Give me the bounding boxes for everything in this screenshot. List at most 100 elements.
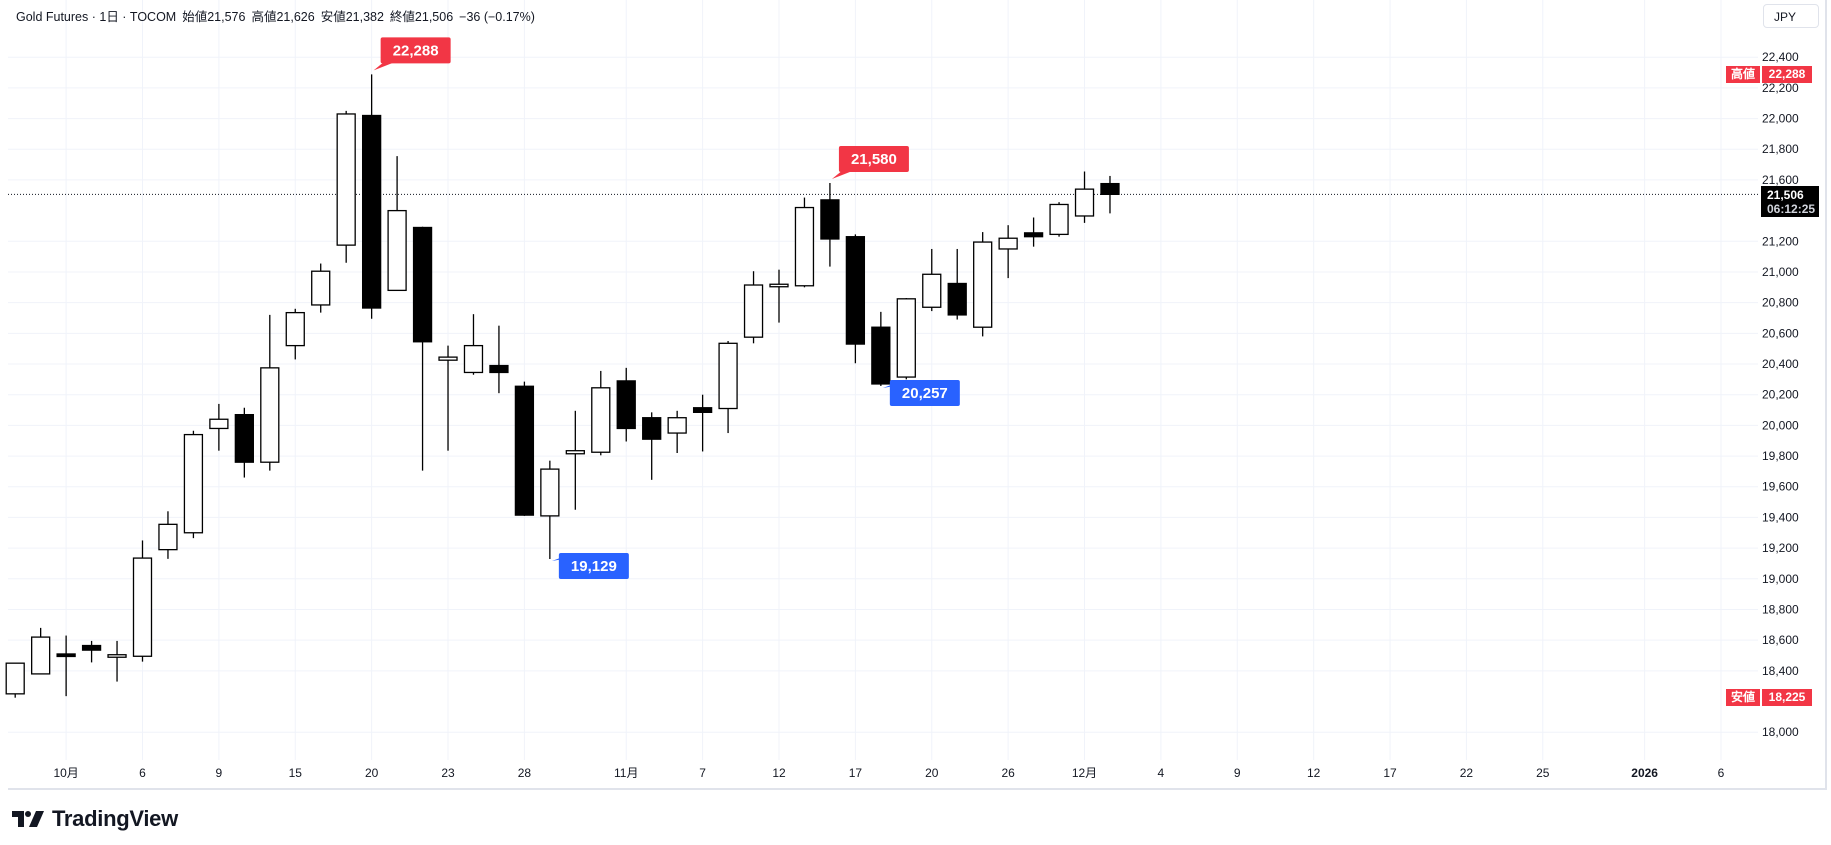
candle-body (794, 206, 815, 287)
candle-body (183, 433, 204, 534)
annotations: 22,288 21,580 20,257 19,129 (373, 37, 960, 580)
callout-label: 19,129 (571, 558, 617, 575)
time-tick-label: 7 (699, 766, 706, 780)
time-tick-label: 25 (1536, 766, 1550, 780)
candle-down (234, 407, 254, 478)
callout-box (889, 379, 960, 406)
price-tick-label: 21,600 (1762, 173, 1799, 187)
callout-pointer (831, 169, 855, 179)
candle-up (463, 314, 484, 375)
callout-label: 21,580 (851, 151, 897, 168)
candle-body (896, 298, 916, 378)
candle-body (387, 209, 407, 292)
candle-body (973, 241, 993, 328)
candle-down (361, 74, 382, 319)
candle-up (158, 511, 178, 559)
candle-body (31, 636, 51, 675)
candle-up (794, 197, 815, 288)
price-tick-label: 20,200 (1762, 388, 1799, 402)
grid-lines (8, 0, 1758, 760)
candle-body (718, 342, 738, 410)
candle-body (234, 413, 254, 463)
time-tick-label: 26 (1001, 766, 1015, 780)
candle-up (896, 298, 916, 380)
symbol-legend: Gold Futures · 1日 · TOCOM 始値21,576 高値21,62… (16, 6, 541, 25)
time-tick-label: 9 (1234, 766, 1241, 780)
price-tick-label: 19,000 (1762, 572, 1799, 586)
time-tick-label: 17 (849, 766, 863, 780)
candle-up (183, 430, 204, 539)
time-tick-label: 4 (1158, 766, 1165, 780)
price-axis[interactable]: 22,400 22,200 22,000 21,800 21,600 21,200 21,0… (1762, 50, 1799, 739)
time-tick-label: 12月 (1072, 766, 1097, 780)
candle-body (1100, 182, 1120, 195)
candle-body (616, 380, 636, 430)
candle-body (1074, 188, 1095, 217)
candle-up (718, 341, 738, 434)
candle-body (438, 356, 458, 361)
candles (5, 74, 1120, 698)
candle-body (209, 418, 229, 430)
candle-up (107, 640, 127, 682)
candle-body (132, 557, 153, 657)
candle-body (5, 662, 25, 695)
candle-body (642, 417, 662, 440)
chart-frame (8, 0, 1827, 790)
price-tick-label: 22,000 (1762, 112, 1799, 126)
currency-button[interactable]: JPY (1763, 4, 1819, 28)
time-tick-label: 6 (139, 766, 146, 780)
tradingview-logo[interactable]: TradingView (12, 806, 178, 832)
time-tick-label: 12 (1307, 766, 1321, 780)
time-tick-label: 11月 (614, 766, 638, 780)
candle-down (514, 381, 535, 516)
candle-up (743, 271, 764, 344)
time-tick-label: 15 (289, 766, 303, 780)
candle-down (947, 248, 967, 320)
time-tick-label: 10月 (53, 766, 78, 780)
candle-up (438, 345, 458, 451)
low-price-callout: 20,257 (882, 379, 960, 406)
price-tick-label: 19,800 (1762, 449, 1799, 463)
price-tick-label: 21,800 (1762, 142, 1799, 156)
candle-up (998, 225, 1018, 279)
price-tick-label: 18,800 (1762, 602, 1799, 616)
candle-down (412, 226, 433, 471)
candle-body (463, 344, 484, 374)
legend-high: 高値21,626 (251, 10, 315, 24)
candle-down (1023, 217, 1044, 247)
price-tick-label: 18,400 (1762, 664, 1799, 678)
candle-up (769, 269, 789, 323)
candle-body (769, 283, 789, 288)
candle-up (1074, 171, 1095, 223)
candle-body (922, 273, 942, 308)
last-price-value: 21,506 (1767, 188, 1804, 202)
candle-up (5, 662, 25, 698)
candle-body (361, 114, 382, 309)
candle-down (56, 635, 76, 697)
callout-box (558, 553, 629, 580)
low-price-callout: 19,129 (551, 553, 629, 580)
time-tick-label: 20 (925, 766, 939, 780)
candle-down (1100, 175, 1120, 214)
callout-label: 20,257 (902, 385, 948, 402)
candle-down (642, 412, 662, 480)
candle-down (820, 182, 840, 267)
candle-body (947, 282, 967, 316)
candle-up (1049, 202, 1069, 237)
symbol-title[interactable]: Gold Futures · 1日 · TOCOM (16, 10, 177, 24)
price-tick-label: 20,000 (1762, 418, 1799, 432)
callout-box (380, 37, 451, 64)
candle-body (56, 653, 76, 658)
price-tick-label: 18,600 (1762, 633, 1799, 647)
candle-up (591, 370, 611, 456)
candle-up (540, 460, 560, 560)
time-axis[interactable]: 10月 6 9 15 20 23 28 11月 7 12 17 20 26 12月 4 9 12 17 22 25 20… (53, 766, 1724, 780)
candle-up (209, 403, 229, 451)
candle-body (412, 226, 433, 343)
price-tick-label: 22,400 (1762, 50, 1799, 64)
callout-pointer (373, 61, 397, 71)
candle-body (158, 523, 178, 551)
price-tick-label: 21,200 (1762, 234, 1799, 248)
candle-up (311, 263, 331, 313)
